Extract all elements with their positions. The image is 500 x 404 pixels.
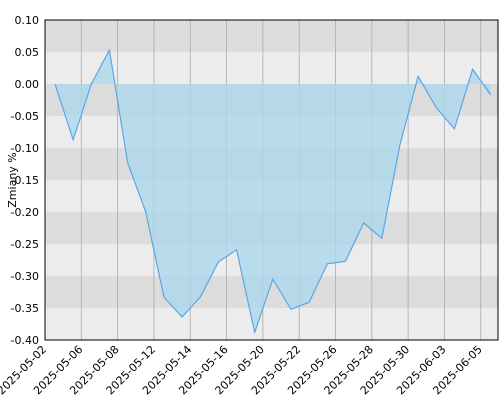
area-fill <box>54 50 491 333</box>
y-tick-label: -0.20 <box>11 206 39 219</box>
y-tick-label: -0.05 <box>11 110 39 123</box>
y-tick-label: -0.40 <box>11 334 39 347</box>
y-tick-label: -0.30 <box>11 270 39 283</box>
y-tick-label: -0.15 <box>11 174 39 187</box>
y-tick-label: -0.25 <box>11 238 39 251</box>
y-tick-label: 0.00 <box>15 78 40 91</box>
y-tick-label: -0.10 <box>11 142 39 155</box>
grid-band <box>45 52 498 84</box>
line <box>54 48 492 335</box>
grid-band <box>45 308 498 340</box>
plot-frame <box>44 19 499 341</box>
y-tick-label: -0.35 <box>11 302 39 315</box>
y-tick-label: 0.10 <box>15 14 40 27</box>
y-axis-label: Zmiany % <box>6 152 19 207</box>
grid-band <box>45 20 498 52</box>
y-tick-label: 0.05 <box>15 46 40 59</box>
